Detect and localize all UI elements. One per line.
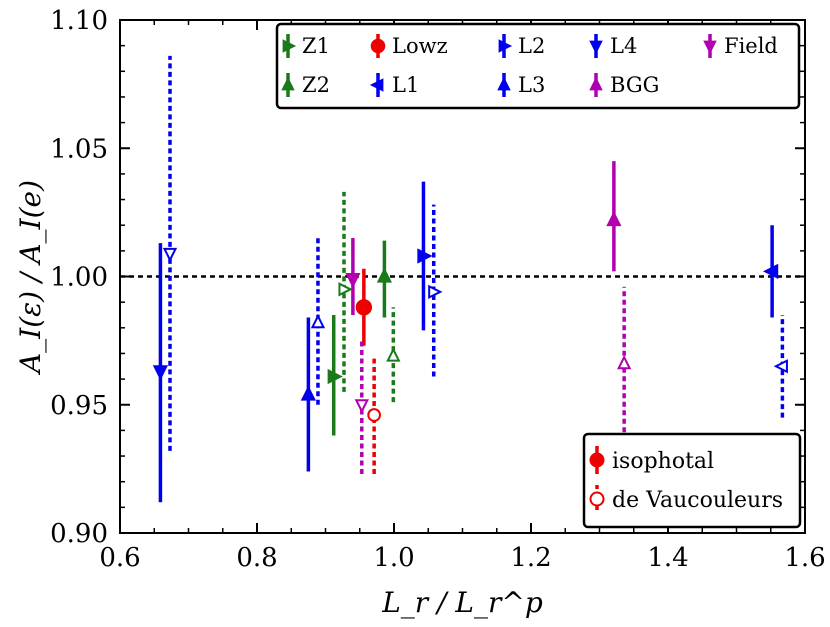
legend-label: L1 [392, 73, 419, 97]
legend-method-label: de Vaucouleurs [612, 488, 783, 513]
y-tick-label: 0.95 [50, 391, 108, 421]
y-tick-label: 1.00 [50, 263, 108, 293]
legend-item-bgg: BGG [589, 73, 659, 97]
chart-axes: 0.6 0.8 1.0 1.2 1.4 1.6 0.90 0.95 1.00 1.05 1.10 [50, 6, 826, 573]
legend-samples-box [275, 22, 801, 110]
legend-method-marker [589, 452, 605, 468]
x-tick-label: 1.6 [784, 543, 825, 573]
x-tick-label: 0.8 [236, 543, 277, 573]
point-l1-isophotal [763, 263, 779, 279]
point-z1-isophotal [327, 368, 343, 385]
legend-item-lowz: Lowz [370, 34, 448, 58]
point-field-devaucouleurs [354, 399, 369, 414]
series-l3 [300, 238, 326, 472]
y-tick-label: 1.10 [50, 6, 108, 36]
point-field-isophotal [345, 272, 361, 289]
legend-item-z2: Z2 [281, 73, 330, 97]
x-tick-label: 1.2 [510, 543, 551, 573]
legend-swatch-marker [281, 76, 295, 91]
legend-swatch-marker [498, 39, 513, 53]
legend-swatch-marker [370, 38, 386, 54]
legend-label: L2 [518, 34, 545, 58]
point-l3-devaucouleurs [310, 313, 326, 329]
legend-swatch-marker [703, 40, 717, 55]
legend-swatch-marker [589, 76, 603, 91]
legend-item-l2: L2 [498, 34, 545, 58]
point-lowz-isophotal [355, 299, 373, 316]
legend-label: BGG [610, 73, 659, 97]
point-bgg-devaucouleurs [617, 354, 632, 370]
legend-label: L3 [518, 73, 545, 97]
point-l2-isophotal [417, 248, 433, 264]
x-axis-label: L_r / L_r^p [381, 586, 543, 619]
x-tick-label: 1.0 [373, 543, 414, 573]
point-bgg-isophotal [606, 210, 622, 227]
point-z1-devaucouleurs [338, 282, 353, 297]
point-z2-isophotal [376, 267, 393, 283]
series-lowz [355, 268, 381, 475]
legend-samples: Z1 Lowz L2 L4 Field Z2 L1 L3 BGG [275, 22, 801, 110]
legend-label: Z1 [302, 34, 330, 58]
point-l1-devaucouleurs [773, 359, 788, 374]
series-l1 [763, 225, 788, 418]
legend-swatch-marker [589, 40, 603, 55]
y-tick-label: 0.90 [50, 519, 108, 549]
chart-legend: Z1 Lowz L2 L4 Field Z2 L1 L3 BGG isophotal de Vauc… [275, 22, 802, 529]
point-z2-devaucouleurs [386, 347, 401, 362]
point-lowz-devaucouleurs [367, 408, 381, 422]
series-z2 [376, 240, 401, 403]
legend-swatch-marker [369, 78, 384, 92]
legend-label: Z2 [302, 73, 330, 97]
y-tick-label: 1.05 [50, 134, 108, 164]
series-field [345, 238, 369, 475]
series-bgg [606, 161, 632, 467]
series-z1 [327, 191, 353, 436]
legend-swatch-marker [497, 76, 511, 91]
legend-methods: isophotal de Vaucouleurs [582, 432, 802, 529]
legend-method-isophotal: isophotal [589, 446, 714, 474]
legend-label: L4 [610, 34, 637, 58]
legend-methods-box [582, 432, 802, 529]
legend-item-l1: L1 [369, 73, 419, 97]
point-l3-isophotal [300, 385, 316, 401]
legend-label: Lowz [392, 34, 448, 58]
legend-item-l3: L3 [497, 73, 545, 97]
legend-item-l4: L4 [589, 34, 637, 58]
legend-method-label: isophotal [612, 449, 714, 474]
point-l4-isophotal [152, 365, 169, 381]
legend-item-field: Field [703, 34, 778, 58]
series-l2 [417, 181, 443, 377]
x-tick-label: 1.4 [647, 543, 688, 573]
y-axis-label: A_I(ε) / A_I(e) [14, 180, 47, 376]
legend-item-z1: Z1 [282, 34, 330, 58]
legend-swatch-marker [282, 39, 297, 53]
point-l4-devaucouleurs [162, 247, 178, 263]
point-l2-devaucouleurs [428, 284, 443, 300]
legend-method-marker [589, 491, 605, 507]
legend-method-devaucouleurs: de Vaucouleurs [589, 485, 783, 513]
x-tick-label: 0.6 [99, 543, 140, 573]
legend-label: Field [724, 34, 778, 58]
series-l4 [152, 55, 178, 503]
